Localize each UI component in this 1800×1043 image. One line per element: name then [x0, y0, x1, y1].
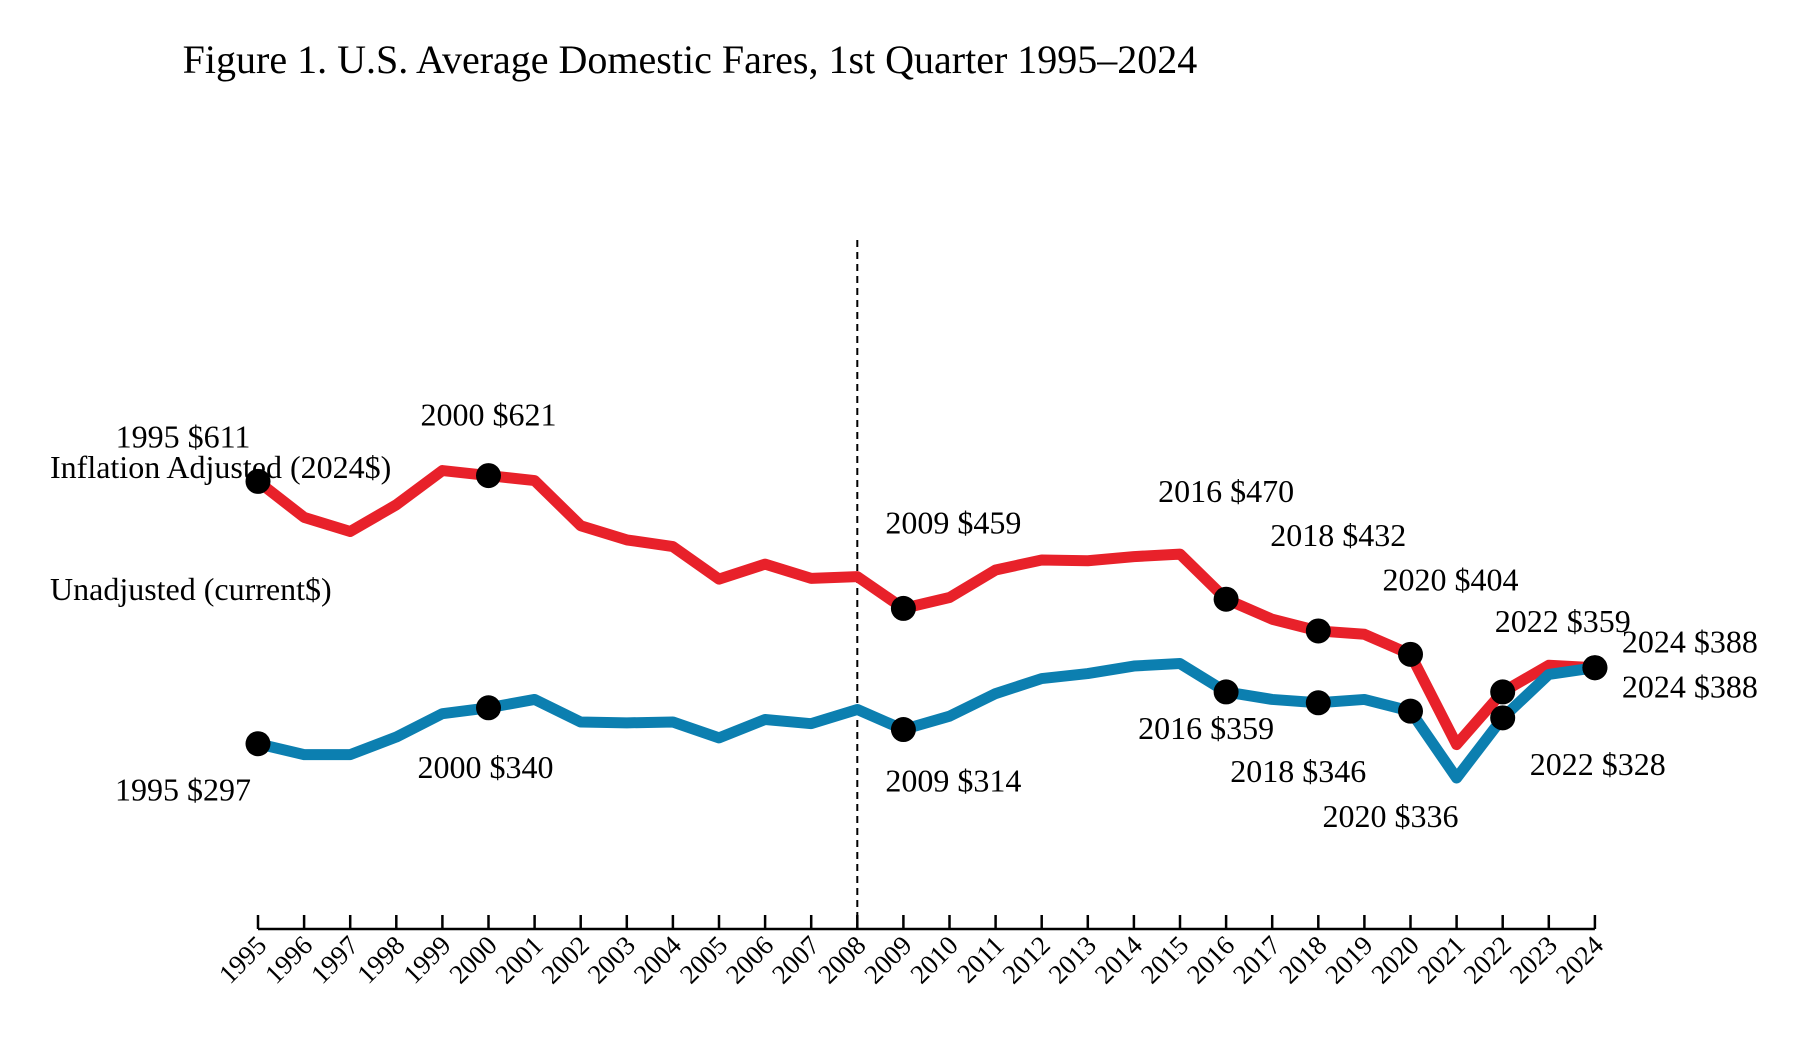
x-tick-label: 2015: [1135, 930, 1194, 989]
data-label: 2000 $621: [421, 397, 557, 433]
x-tick-label: 2021: [1411, 930, 1470, 989]
x-tick-label: 1997: [305, 930, 364, 989]
data-label: 2000 $340: [418, 749, 554, 785]
x-tick-label: 2010: [904, 930, 963, 989]
data-point-marker: [1490, 705, 1516, 731]
x-tick-label: 2020: [1365, 930, 1424, 989]
x-tick-label: 2009: [858, 930, 917, 989]
x-tick-label: 2012: [997, 930, 1056, 989]
data-point-marker: [1213, 586, 1239, 612]
x-tick-label: 2002: [536, 930, 595, 989]
data-point-marker: [1305, 690, 1331, 716]
data-label: 2016 $470: [1158, 473, 1294, 509]
x-tick-label: 1996: [259, 930, 318, 989]
x-tick-label: 2024: [1550, 930, 1610, 990]
x-tick-label: 2003: [582, 930, 641, 989]
data-point-marker: [1305, 618, 1331, 644]
x-tick-label: 2019: [1319, 930, 1378, 989]
data-point-marker: [476, 695, 501, 721]
data-label: 2022 $359: [1495, 603, 1631, 639]
data-label: 2020 $336: [1323, 798, 1459, 834]
data-point-marker: [1398, 698, 1423, 724]
data-point-marker: [1398, 641, 1423, 667]
x-tick-label: 2004: [628, 930, 688, 990]
series-label-unadjusted: Unadjusted (current$): [50, 571, 332, 607]
x-tick-label: 2018: [1273, 930, 1332, 989]
data-label: 2022 $328: [1530, 746, 1666, 782]
x-tick-label: 1998: [351, 930, 410, 989]
data-point-marker: [890, 595, 916, 621]
data-label: 2009 $459: [885, 504, 1021, 540]
series-label-inflation-adjusted: Inflation Adjusted (2024$): [50, 449, 391, 485]
x-tick-label: 1999: [397, 930, 456, 989]
data-label: 1995 $611: [116, 418, 251, 454]
data-point-marker: [476, 463, 501, 489]
x-tick-label: 1995: [213, 930, 272, 989]
x-tick-label: 2011: [951, 930, 1010, 989]
data-label: 2024 $388: [1622, 624, 1758, 660]
x-tick-label: 2000: [443, 930, 502, 989]
x-tick-label: 2022: [1458, 930, 1517, 989]
x-tick-label: 2007: [766, 930, 825, 989]
data-label: 2020 $404: [1383, 561, 1519, 597]
data-point-marker: [1490, 679, 1516, 705]
x-tick-label: 2017: [1227, 930, 1286, 989]
x-tick-label: 2005: [674, 930, 733, 989]
x-tick-label: 2013: [1043, 930, 1102, 989]
data-label: 1995 $297: [115, 772, 251, 808]
data-label: 2018 $432: [1270, 517, 1406, 553]
data-point-marker: [245, 731, 271, 757]
data-label: 2018 $346: [1230, 753, 1366, 789]
data-point-marker: [1582, 655, 1608, 681]
x-tick-label: 2014: [1089, 930, 1149, 990]
data-label: 2009 $314: [885, 763, 1021, 799]
data-point-marker: [245, 468, 271, 494]
x-tick-label: 2016: [1181, 930, 1240, 989]
data-label: 2016 $359: [1138, 710, 1274, 746]
data-label: 2024 $388: [1622, 669, 1758, 705]
x-tick-label: 2006: [720, 930, 779, 989]
x-tick-label: 2008: [812, 930, 871, 989]
data-point-marker: [1213, 679, 1239, 705]
chart-title: Figure 1. U.S. Average Domestic Fares, 1…: [182, 37, 1198, 82]
data-point-marker: [890, 717, 916, 743]
x-tick-label: 2023: [1504, 930, 1563, 989]
x-tick-label: 2001: [489, 930, 548, 989]
